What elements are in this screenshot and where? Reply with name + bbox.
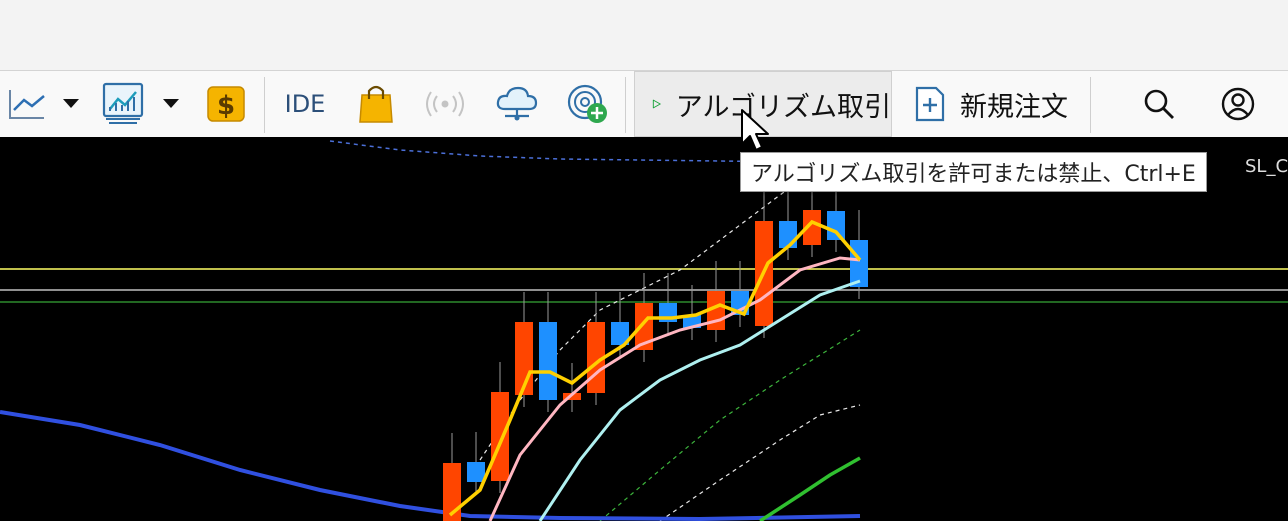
- candle: [635, 303, 653, 350]
- account-icon[interactable]: [1214, 71, 1262, 137]
- title-area: [0, 0, 1288, 70]
- moving-average-line: [0, 410, 861, 521]
- new-order-icon: [915, 86, 945, 122]
- envelope-line: [599, 329, 861, 521]
- ide-button[interactable]: IDE: [280, 71, 330, 137]
- price-chart[interactable]: [0, 137, 1288, 521]
- moving-average-line: [488, 256, 861, 521]
- market-bag-icon[interactable]: [352, 71, 400, 137]
- toolbar: $ IDE アルゴリズム取引 新規注文: [0, 70, 1288, 138]
- chevron-down-icon[interactable]: [56, 71, 86, 137]
- toolbar-separator: [1090, 77, 1091, 133]
- moving-average-line: [538, 279, 861, 521]
- moving-average-line: [448, 219, 862, 517]
- object-label: SL_C: [1245, 156, 1288, 177]
- candle: [611, 322, 629, 345]
- dollar-icon[interactable]: $: [200, 71, 252, 137]
- ide-label: IDE: [284, 90, 326, 118]
- candle: [827, 211, 845, 240]
- line-chart-icon[interactable]: [4, 71, 48, 137]
- algo-trading-label: アルゴリズム取引: [675, 91, 891, 123]
- toolbar-separator: [264, 77, 265, 133]
- cloud-hosting-icon[interactable]: [494, 71, 540, 137]
- chart-canvas: [0, 140, 1288, 521]
- candle: [467, 462, 485, 482]
- indicators-icon[interactable]: [98, 71, 150, 137]
- vps-add-icon[interactable]: [564, 71, 612, 137]
- mouse-cursor-icon: [741, 109, 769, 151]
- candle: [803, 210, 821, 245]
- candle: [779, 221, 797, 248]
- candle: [443, 463, 461, 521]
- tooltip-text: アルゴリズム取引を許可または禁止、Ctrl+E: [751, 162, 1196, 187]
- candle: [539, 322, 557, 400]
- play-icon: [652, 99, 661, 109]
- toolbar-separator: [625, 77, 626, 133]
- tooltip: アルゴリズム取引を許可または禁止、Ctrl+E: [740, 152, 1207, 192]
- new-order-button[interactable]: 新規注文: [900, 71, 1080, 137]
- candle: [491, 392, 509, 481]
- chevron-down-icon[interactable]: [156, 71, 186, 137]
- candle: [587, 322, 605, 393]
- search-icon[interactable]: [1136, 71, 1182, 137]
- bollinger-lower: [659, 404, 861, 521]
- algo-trading-button[interactable]: アルゴリズム取引: [634, 71, 892, 137]
- moving-average-line: [759, 456, 861, 521]
- candle: [563, 393, 581, 400]
- new-order-label: 新規注文: [960, 91, 1068, 123]
- signals-icon[interactable]: [420, 71, 470, 137]
- svg-text:$: $: [217, 91, 235, 121]
